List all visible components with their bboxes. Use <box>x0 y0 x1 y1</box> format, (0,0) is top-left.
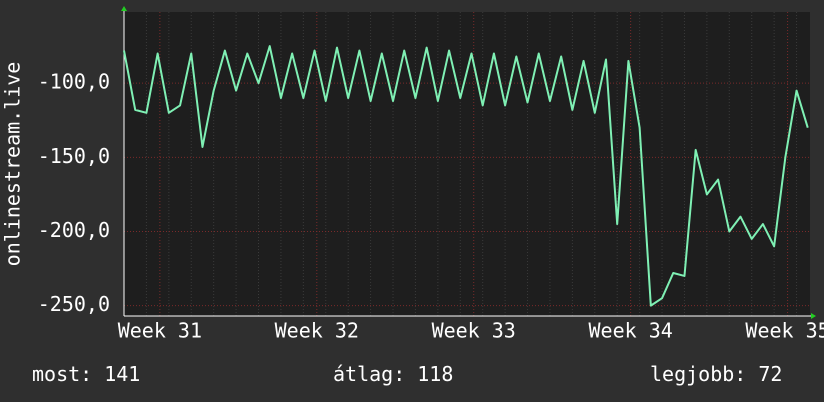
y-tick-label: -250,0 <box>38 292 110 316</box>
x-tick-label: Week 35 <box>745 319 824 343</box>
plot-area <box>124 12 810 316</box>
y-tick-label: -100,0 <box>38 70 110 94</box>
stat: legjobb: 72 <box>650 362 782 386</box>
y-tick-label: -200,0 <box>38 218 110 242</box>
stat-value: 72 <box>758 362 782 386</box>
data-line <box>123 45 809 307</box>
stat-value: 118 <box>417 362 453 386</box>
axis-arrow <box>121 6 127 11</box>
x-tick-label: Week 32 <box>275 319 359 343</box>
stat-value: 141 <box>104 362 140 386</box>
y-axis-label: onlinestream.live <box>1 62 25 267</box>
axis-arrow <box>811 313 816 319</box>
y-tick-label: -150,0 <box>38 144 110 168</box>
stat-label: átlag: <box>333 362 405 386</box>
stat: most: 141 <box>32 362 140 386</box>
x-tick-label: Week 34 <box>589 319 673 343</box>
stat: átlag: 118 <box>333 362 453 386</box>
x-tick-label: Week 33 <box>432 319 516 343</box>
stat-label: legjobb: <box>650 362 746 386</box>
stat-label: most: <box>32 362 92 386</box>
x-tick-label: Week 31 <box>118 319 202 343</box>
